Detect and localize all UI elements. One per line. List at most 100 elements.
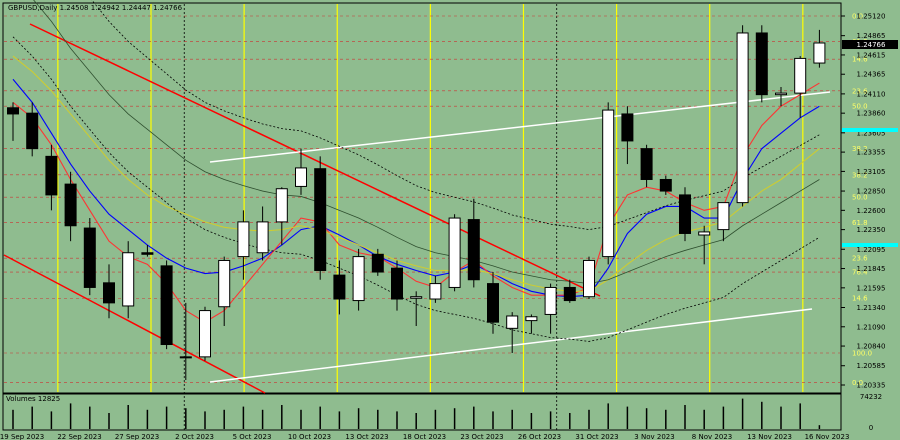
price-tick-label: 1.24865 (857, 32, 886, 40)
date-tick-label: 5 Oct 2023 (233, 433, 272, 440)
grid-layer (4, 4, 840, 430)
bull-candle (256, 221, 269, 254)
bull-candle (429, 283, 442, 300)
white-lower-trendline (209, 308, 813, 383)
bear-candle (314, 168, 327, 271)
bear-candle (621, 113, 634, 142)
fib-level-label: 76.4 (852, 269, 868, 277)
bull-candle (698, 231, 711, 236)
bull-candle (295, 167, 307, 187)
date-tick-label: 13 Nov 2023 (747, 433, 792, 440)
bull-candle (736, 32, 749, 204)
price-tick-label: 1.21595 (857, 284, 886, 292)
bear-candle (755, 32, 768, 96)
price-tick-label: 1.24615 (857, 51, 886, 59)
price-tick-label: 1.22095 (857, 246, 886, 254)
date-tick-label: 2 Oct 2023 (175, 433, 214, 440)
bear-candle (391, 267, 403, 300)
fib-level-label: 50.0 (852, 194, 868, 202)
fib-level-label: 0.0 (852, 379, 863, 387)
bear-candle (103, 282, 115, 304)
current-price-label: 1.24766 (857, 41, 886, 49)
price-tick-label: 1.23355 (857, 149, 886, 157)
date-tick-label: 23 Oct 2023 (460, 433, 503, 440)
volume-axis-bottom: 0 (869, 424, 873, 432)
fib-labels-layer: 0.0 100.0 14.6 76.4 23.6 61.8 50.0 38.2 38.2 50.0… (852, 13, 872, 387)
bull-candle (179, 356, 192, 359)
price-tick-label: 1.21340 (857, 304, 886, 312)
date-tick-label: 18 Oct 2023 (403, 433, 446, 440)
bull-candle (525, 316, 538, 322)
bear-candle (487, 283, 499, 323)
fib-level-label: 0.0 (852, 13, 863, 21)
price-tick-label: 1.23105 (857, 168, 886, 176)
bear-candle (640, 148, 653, 180)
date-tick-label: 22 Sep 2023 (57, 433, 101, 440)
bull-candle (448, 217, 461, 288)
chart-header-text: GBPUSD,Daily 1.24508 1.24942 1.24447 1.2… (8, 4, 183, 12)
price-tick-label: 1.22850 (857, 188, 886, 196)
date-tick-label: 10 Oct 2023 (288, 433, 331, 440)
date-tick-label: 19 Sep 2023 (0, 433, 44, 440)
fib-level-label: 23.6 (852, 255, 868, 263)
bull-candle (122, 252, 135, 307)
price-tick-label: 1.22600 (857, 207, 886, 215)
bull-candle (275, 188, 288, 223)
date-tick-label: 13 Oct 2023 (345, 433, 388, 440)
volume-axis-top: 74232 (860, 393, 882, 401)
price-tick-label: 1.24110 (857, 90, 886, 98)
bear-candle (26, 112, 39, 150)
bull-candle (506, 315, 519, 329)
bear-candle (64, 183, 77, 227)
bull-candle (544, 286, 557, 315)
bear-candle (659, 178, 672, 192)
time-axis: 19 Sep 2023 22 Sep 2023 27 Sep 2023 2 Oct 2… (0, 433, 849, 440)
price-panel-frame (2, 2, 842, 394)
date-tick-label: 31 Oct 2023 (575, 433, 618, 440)
bull-candle (237, 221, 250, 258)
price-tick-label: 1.23605 (857, 129, 886, 137)
date-tick-label: 3 Nov 2023 (634, 433, 674, 440)
bear-candle (45, 155, 58, 196)
fib-level-label: 38.2 (852, 171, 868, 179)
price-tick-label: 1.22350 (857, 226, 886, 234)
trendlines-layer (3, 23, 831, 394)
volume-panel-frame (2, 393, 842, 431)
bull-candle (602, 109, 615, 258)
price-tick-label: 1.20335 (857, 382, 886, 390)
date-tick-label: 16 Nov 2023 (805, 433, 850, 440)
red-descending-trendline (29, 23, 601, 297)
bear-candle (467, 219, 480, 281)
price-tick-label: 1.25120 (857, 13, 886, 21)
current-price-box (842, 40, 898, 49)
price-tick-label: 1.23860 (857, 110, 886, 118)
volume-bars-layer (12, 398, 821, 429)
fib-level-label: 61.8 (852, 219, 868, 227)
upper-envelope-dotted (91, 0, 820, 231)
date-tick-label: 8 Nov 2023 (692, 433, 732, 440)
bull-candle (352, 256, 365, 302)
price-axis: 1.25120 1.24865 1.24615 1.24365 1.24110 1.238… (841, 13, 885, 390)
price-tick-label: 1.24365 (857, 71, 886, 79)
price-tick-label: 1.21090 (857, 323, 886, 331)
bear-candle (563, 286, 576, 302)
date-tick-label: 26 Oct 2023 (518, 433, 561, 440)
bear-candle (333, 274, 346, 300)
bear-candle (7, 107, 19, 115)
fib-level-label: 23.6 (852, 87, 868, 95)
white-upper-trendline (209, 91, 831, 163)
bear-candle (83, 227, 96, 288)
bull-candle (218, 259, 231, 308)
bear-candle (160, 265, 173, 346)
fib-level-label: 38.2 (852, 145, 868, 153)
fib-level-label: 14.6 (852, 56, 868, 64)
bull-candle (410, 296, 423, 299)
bear-candle (141, 252, 154, 255)
bear-candle (371, 253, 384, 273)
bull-candle (775, 92, 787, 96)
candles-layer (7, 25, 826, 380)
fib-level-label: 100.0 (852, 349, 872, 357)
bull-candle (813, 42, 826, 64)
bear-candle (679, 194, 691, 234)
